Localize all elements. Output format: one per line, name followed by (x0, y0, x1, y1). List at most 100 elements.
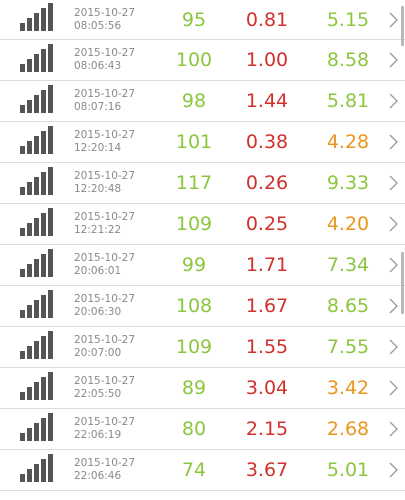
timestamp-time: 22:06:19 (74, 429, 122, 441)
timestamp: 2015-10-27 12:20:48 (74, 170, 135, 196)
timestamp-date: 2015-10-27 (74, 170, 136, 182)
chevron-right-icon[interactable] (389, 380, 399, 396)
chevron-right-icon[interactable] (389, 93, 399, 109)
timestamp-date: 2015-10-27 (74, 211, 136, 223)
chevron-right-icon[interactable] (389, 421, 399, 437)
value-secondary: 0.81 (245, 9, 289, 31)
timestamp-time: 22:06:46 (74, 470, 122, 482)
signal-bars-icon (20, 249, 54, 277)
list-item-5[interactable]: 2015-10-27 12:20:48 117 0.26 9.33 (0, 163, 405, 204)
value-secondary: 3.67 (245, 459, 289, 481)
list-item-1[interactable]: 2015-10-27 08:05:56 95 0.81 5.15 (0, 0, 405, 40)
list-item-12[interactable]: 2015-10-27 22:06:46 74 3.67 5.01 (0, 450, 405, 491)
signal-bars-icon (20, 126, 54, 154)
timestamp-time: 12:20:48 (74, 183, 122, 195)
value-tertiary: 4.20 (326, 213, 370, 235)
timestamp-time: 08:06:43 (74, 60, 122, 72)
list-item-6[interactable]: 2015-10-27 12:21:22 109 0.25 4.20 (0, 204, 405, 245)
value-primary: 89 (181, 377, 207, 399)
value-tertiary: 2.68 (326, 418, 370, 440)
timestamp: 2015-10-27 12:20:14 (74, 129, 135, 155)
list-item-10[interactable]: 2015-10-27 22:05:50 89 3.04 3.42 (0, 368, 405, 409)
value-tertiary: 5.01 (326, 459, 370, 481)
timestamp-time: 22:05:50 (74, 388, 122, 400)
value-tertiary: 7.34 (326, 254, 370, 276)
timestamp: 2015-10-27 12:21:22 (74, 211, 135, 237)
list-item-3[interactable]: 2015-10-27 08:07:16 98 1.44 5.81 (0, 81, 405, 122)
timestamp-date: 2015-10-27 (74, 457, 136, 469)
signal-bars-icon (20, 85, 54, 113)
value-primary: 98 (181, 90, 207, 112)
value-primary: 74 (181, 459, 207, 481)
list-item-4[interactable]: 2015-10-27 12:20:14 101 0.38 4.28 (0, 122, 405, 163)
timestamp: 2015-10-27 22:06:46 (74, 457, 135, 483)
value-secondary: 0.26 (245, 172, 289, 194)
value-primary: 99 (181, 254, 207, 276)
value-primary: 109 (175, 213, 213, 235)
value-tertiary: 4.28 (326, 131, 370, 153)
list-item-11[interactable]: 2015-10-27 22:06:19 80 2.15 2.68 (0, 409, 405, 450)
scrollbar-lower[interactable] (401, 252, 404, 314)
value-secondary: 1.55 (245, 336, 289, 358)
signal-bars-icon (20, 372, 54, 400)
value-secondary: 0.38 (245, 131, 289, 153)
chevron-right-icon[interactable] (389, 134, 399, 150)
value-secondary: 1.00 (245, 49, 289, 71)
list-item-2[interactable]: 2015-10-27 08:06:43 100 1.00 8.58 (0, 40, 405, 81)
value-tertiary: 7.55 (326, 336, 370, 358)
signal-bars-icon (20, 167, 54, 195)
list-item-8[interactable]: 2015-10-27 20:06:30 108 1.67 8.65 (0, 286, 405, 327)
value-secondary: 1.67 (245, 295, 289, 317)
timestamp-time: 20:06:01 (74, 265, 122, 277)
timestamp: 2015-10-27 20:06:30 (74, 293, 135, 319)
timestamp-time: 12:21:22 (74, 224, 122, 236)
chevron-right-icon[interactable] (389, 298, 399, 314)
chevron-right-icon[interactable] (389, 462, 399, 478)
value-secondary: 1.44 (245, 90, 289, 112)
chevron-right-icon[interactable] (389, 257, 399, 273)
value-secondary: 0.25 (245, 213, 289, 235)
timestamp: 2015-10-27 22:05:50 (74, 375, 135, 401)
value-secondary: 3.04 (245, 377, 289, 399)
timestamp-date: 2015-10-27 (74, 129, 136, 141)
signal-bars-icon (20, 44, 54, 72)
chevron-right-icon[interactable] (389, 339, 399, 355)
timestamp-date: 2015-10-27 (74, 252, 136, 264)
timestamp-time: 08:05:56 (74, 20, 122, 32)
timestamp-date: 2015-10-27 (74, 416, 136, 428)
value-primary: 117 (175, 172, 213, 194)
value-primary: 108 (175, 295, 213, 317)
timestamp-date: 2015-10-27 (74, 47, 136, 59)
timestamp: 2015-10-27 08:05:56 (74, 7, 135, 33)
value-tertiary: 3.42 (326, 377, 370, 399)
scrollbar-upper[interactable] (401, 6, 404, 46)
chevron-right-icon[interactable] (389, 175, 399, 191)
timestamp: 2015-10-27 22:06:19 (74, 416, 135, 442)
chevron-right-icon[interactable] (389, 12, 399, 28)
value-tertiary: 5.81 (326, 90, 370, 112)
value-primary: 100 (175, 49, 213, 71)
value-tertiary: 8.65 (326, 295, 370, 317)
value-tertiary: 8.58 (326, 49, 370, 71)
signal-bars-icon (20, 454, 54, 482)
value-tertiary: 5.15 (326, 9, 370, 31)
timestamp: 2015-10-27 08:06:43 (74, 47, 135, 73)
timestamp-date: 2015-10-27 (74, 293, 136, 305)
list-item-9[interactable]: 2015-10-27 20:07:00 109 1.55 7.55 (0, 327, 405, 368)
chevron-right-icon[interactable] (389, 216, 399, 232)
value-tertiary: 9.33 (326, 172, 370, 194)
timestamp-time: 20:06:30 (74, 306, 122, 318)
chevron-right-icon[interactable] (389, 52, 399, 68)
value-primary: 95 (181, 9, 207, 31)
value-secondary: 2.15 (245, 418, 289, 440)
list-item-7[interactable]: 2015-10-27 20:06:01 99 1.71 7.34 (0, 245, 405, 286)
signal-bars-icon (20, 208, 54, 236)
timestamp: 2015-10-27 20:06:01 (74, 252, 135, 278)
signal-bars-icon (20, 3, 54, 31)
value-primary: 80 (181, 418, 207, 440)
timestamp: 2015-10-27 08:07:16 (74, 88, 135, 114)
timestamp-date: 2015-10-27 (74, 7, 136, 19)
timestamp: 2015-10-27 20:07:00 (74, 334, 135, 360)
